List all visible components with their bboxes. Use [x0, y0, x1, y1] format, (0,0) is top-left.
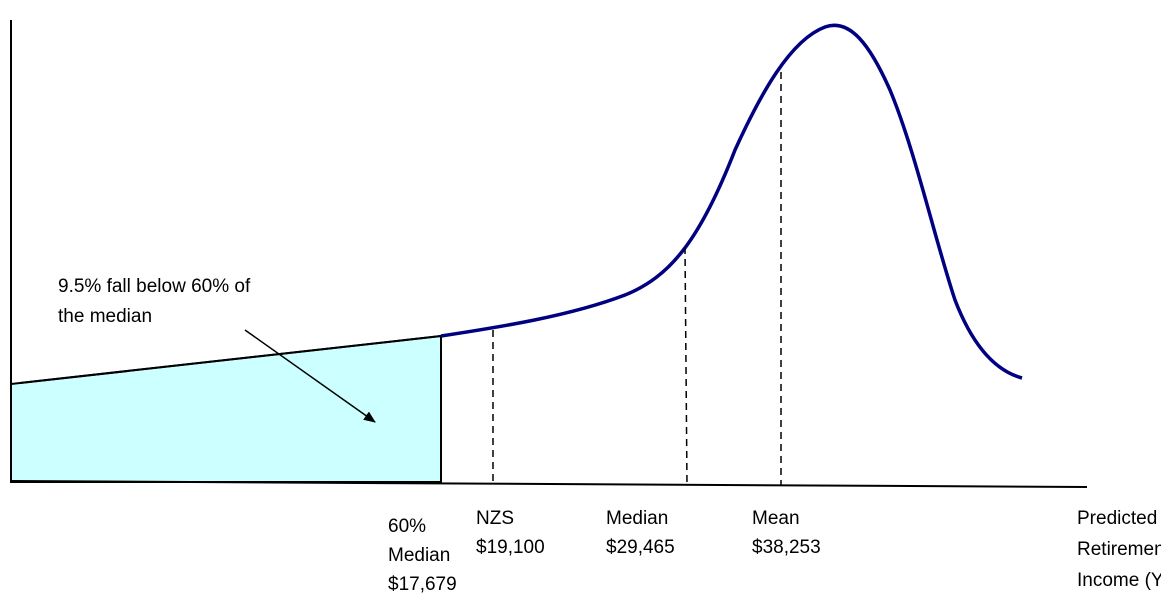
axis-label: Income (Yr): [1077, 570, 1161, 593]
distribution-curve: [440, 23, 1023, 380]
marker-label: Median: [606, 508, 668, 529]
lower-line: [19, 335, 442, 384]
annotation-arrow: [244, 329, 376, 423]
marker-lines: [492, 72, 782, 486]
marker-label: $17,679: [388, 574, 457, 595]
axis-label: Retirement: [1077, 539, 1161, 560]
marker-label: Mean: [752, 508, 800, 529]
median-line: [684, 246, 688, 486]
marker-label: NZS: [476, 508, 514, 529]
axis-label: Predicted: [1077, 508, 1157, 529]
marker-label: $19,100: [476, 537, 545, 558]
annotation-text: the median: [58, 306, 152, 327]
x-axis: [10, 480, 1088, 488]
marker-label: Median: [388, 545, 450, 566]
marker-label: $29,465: [606, 537, 675, 558]
annotation-text: 9.5% fall below 60% of: [58, 276, 251, 297]
axis-label-main: Income (Y: [1077, 570, 1161, 591]
marker-label: 60%: [388, 516, 426, 537]
marker-label: $38,253: [752, 537, 821, 558]
shaded-area: [10, 334, 442, 483]
